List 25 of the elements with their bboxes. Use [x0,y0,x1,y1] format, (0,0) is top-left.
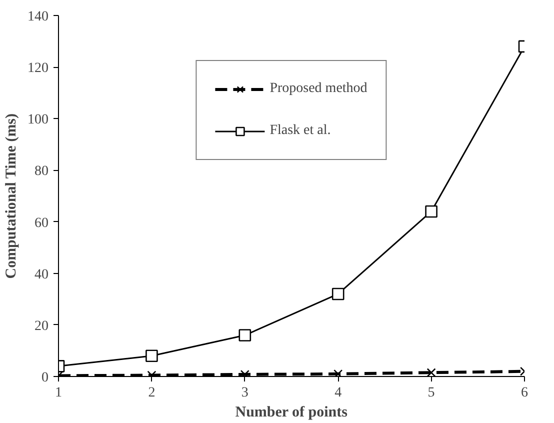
point [146,350,158,362]
point [334,369,343,376]
y-axis-title: Computational Time (ms) [4,113,20,279]
y-tick-label: 120 [28,61,48,76]
point [426,368,436,376]
y-tick-label: 140 [28,10,48,24]
x-axis-title: Number of points [235,404,348,420]
y-tick-label: 20 [34,318,48,334]
x-tick-label: 5 [428,386,435,400]
x-tick-label: 3 [241,386,248,400]
y-tick-label: 0 [42,370,48,386]
x-tick-label: 1 [55,386,62,400]
x-tick-label: 6 [521,386,528,400]
x-tick-label: 4 [334,386,342,400]
y-tick-label: 60 [34,216,48,231]
legend-label: Proposed method [270,81,368,97]
point [240,370,250,376]
y-tick-label: 80 [34,164,48,180]
point [238,329,252,342]
y-tick-label: 40 [34,267,48,282]
y-tick-label: 100 [28,112,48,128]
x-tick-label: 2 [148,386,156,400]
point [332,288,344,300]
legend-label: Flask et al. [270,123,331,139]
point [425,205,438,218]
